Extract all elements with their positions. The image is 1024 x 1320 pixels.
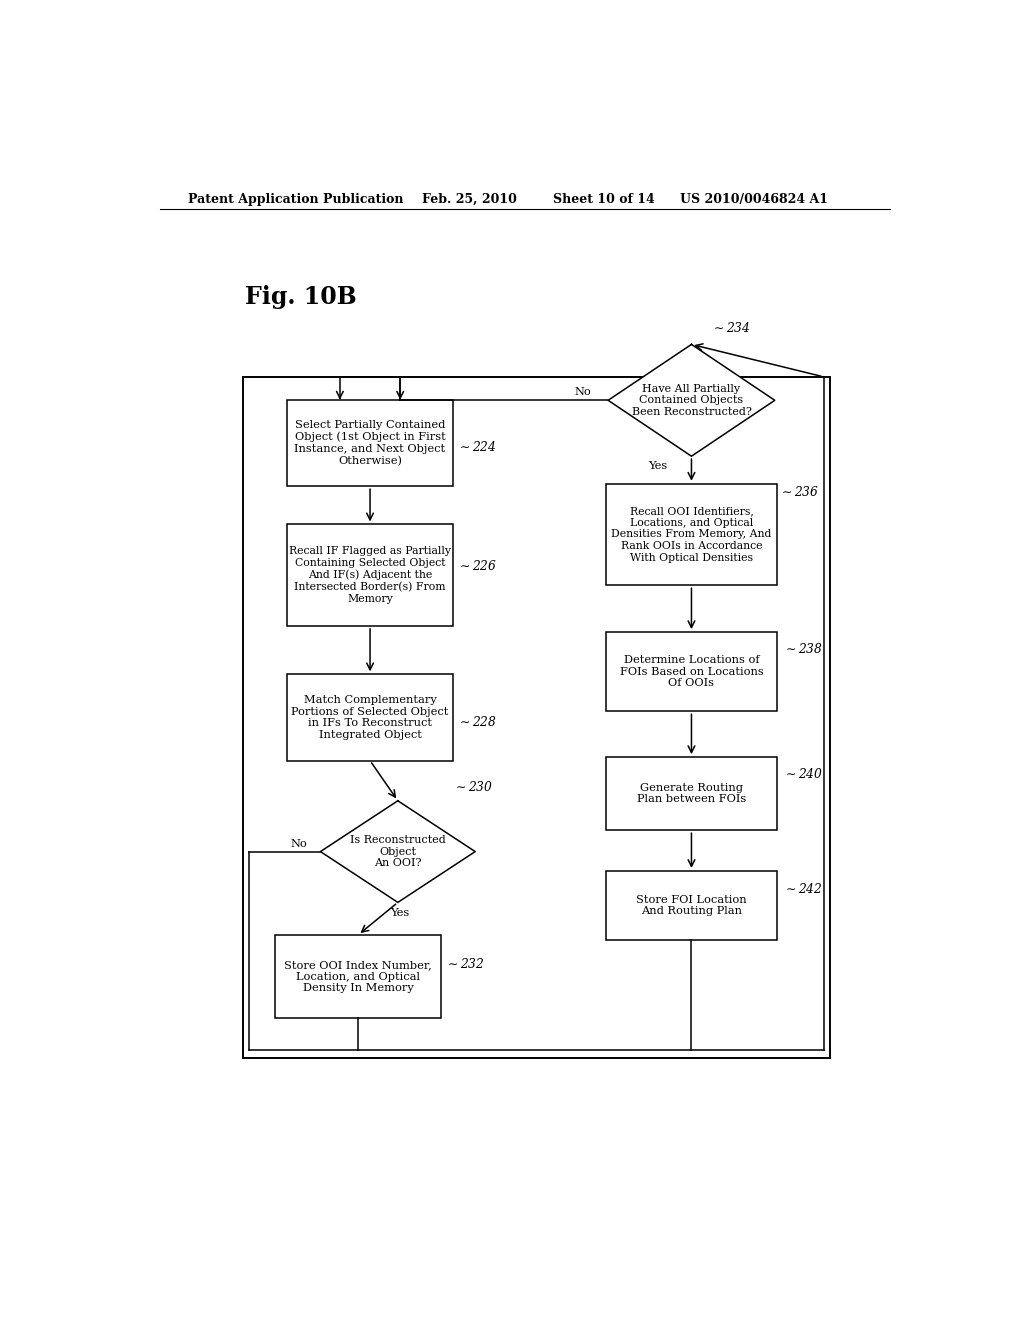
FancyBboxPatch shape — [606, 632, 777, 711]
Text: Sheet 10 of 14: Sheet 10 of 14 — [553, 193, 654, 206]
FancyBboxPatch shape — [287, 524, 454, 626]
Text: Yes: Yes — [390, 908, 410, 917]
Text: US 2010/0046824 A1: US 2010/0046824 A1 — [680, 193, 827, 206]
Polygon shape — [321, 801, 475, 903]
Text: $\sim$224: $\sim$224 — [458, 440, 497, 454]
Text: $\sim$226: $\sim$226 — [458, 560, 498, 573]
FancyBboxPatch shape — [606, 483, 777, 585]
Polygon shape — [608, 345, 775, 457]
Text: $\sim$242: $\sim$242 — [782, 882, 822, 896]
Text: $\sim$232: $\sim$232 — [445, 957, 485, 972]
Text: Determine Locations of
FOIs Based on Locations
Of OOIs: Determine Locations of FOIs Based on Loc… — [620, 655, 763, 688]
Text: $\sim$236: $\sim$236 — [778, 484, 819, 499]
Text: Store FOI Location
And Routing Plan: Store FOI Location And Routing Plan — [636, 895, 746, 916]
Text: No: No — [574, 387, 591, 397]
Text: Generate Routing
Plan between FOIs: Generate Routing Plan between FOIs — [637, 783, 746, 804]
Text: $\sim$228: $\sim$228 — [458, 714, 498, 729]
Text: Recall IF Flagged as Partially
Containing Selected Object
And IF(s) Adjacent the: Recall IF Flagged as Partially Containin… — [289, 546, 451, 603]
Text: $\sim$240: $\sim$240 — [782, 767, 822, 781]
Text: Is Reconstructed
Object
An OOI?: Is Reconstructed Object An OOI? — [350, 836, 445, 869]
Text: Feb. 25, 2010: Feb. 25, 2010 — [422, 193, 516, 206]
Text: $\sim$230: $\sim$230 — [454, 780, 494, 793]
Text: Match Complementary
Portions of Selected Object
in IFs To Reconstruct
Integrated: Match Complementary Portions of Selected… — [292, 696, 449, 739]
Text: $\sim$234: $\sim$234 — [712, 321, 751, 335]
Text: Store OOI Index Number,
Location, and Optical
Density In Memory: Store OOI Index Number, Location, and Op… — [285, 960, 432, 993]
FancyBboxPatch shape — [243, 378, 830, 1057]
Text: $\sim$238: $\sim$238 — [782, 643, 822, 656]
Text: Select Partially Contained
Object (1st Object in First
Instance, and Next Object: Select Partially Contained Object (1st O… — [295, 420, 445, 466]
Text: Have All Partially
Contained Objects
Been Reconstructed?: Have All Partially Contained Objects Bee… — [632, 384, 752, 417]
FancyBboxPatch shape — [274, 935, 441, 1018]
FancyBboxPatch shape — [606, 871, 777, 940]
FancyBboxPatch shape — [287, 400, 454, 486]
Text: Fig. 10B: Fig. 10B — [246, 285, 357, 309]
FancyBboxPatch shape — [287, 675, 454, 760]
Text: Patent Application Publication: Patent Application Publication — [187, 193, 403, 206]
FancyBboxPatch shape — [606, 758, 777, 830]
Text: Recall OOI Identifiers,
Locations, and Optical
Densities From Memory, And
Rank O: Recall OOI Identifiers, Locations, and O… — [611, 507, 772, 562]
Text: Yes: Yes — [648, 462, 667, 471]
Text: No: No — [291, 838, 307, 849]
